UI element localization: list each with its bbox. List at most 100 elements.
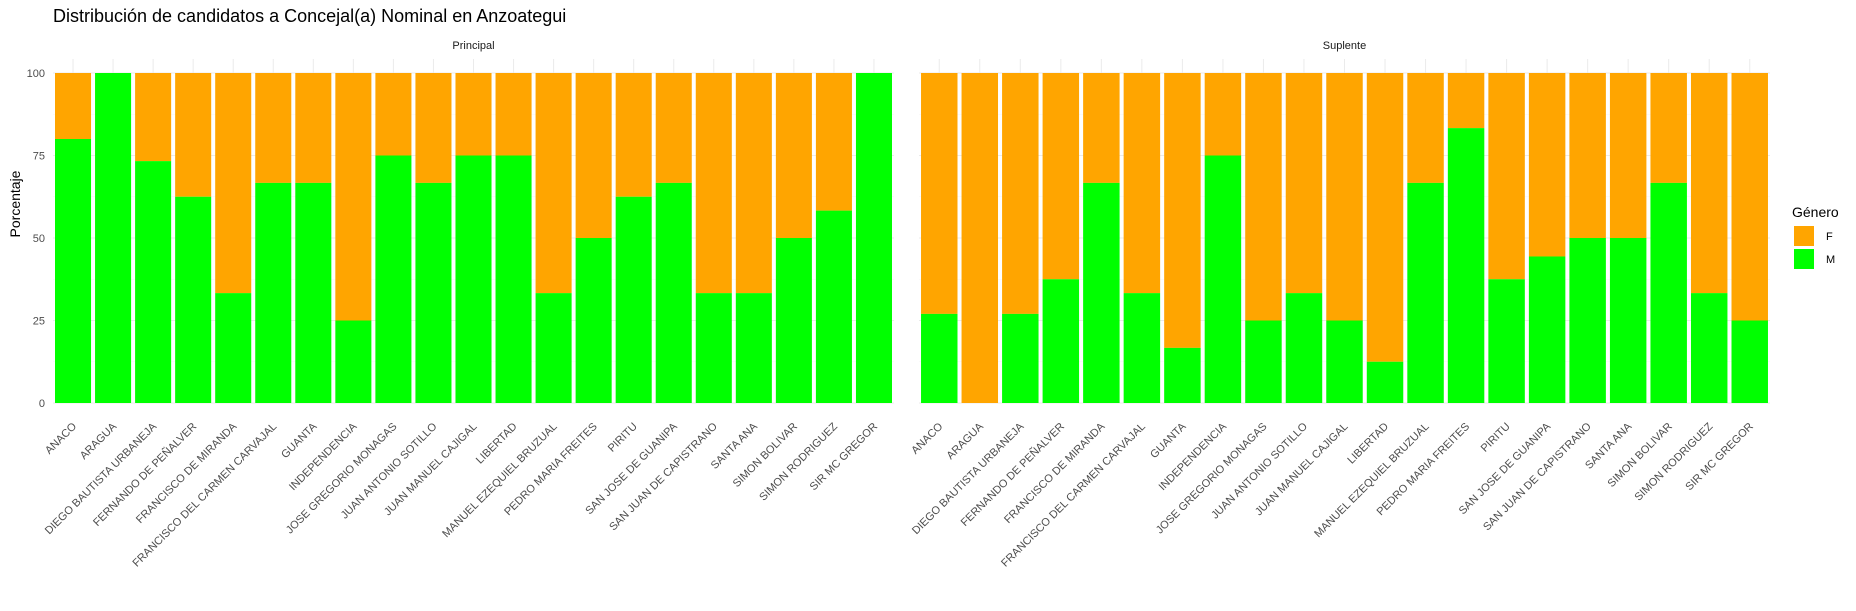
bar-f-independencia	[335, 73, 372, 321]
bar-m-francisco-del-carmen-carvajal	[1123, 293, 1161, 403]
x-tick-label: GUANTA	[1148, 420, 1189, 461]
bar-m-simon-bolivar	[1650, 182, 1687, 403]
legend-title: Género	[1792, 204, 1839, 220]
bar-f-francisco-del-carmen-carvajal	[255, 73, 292, 183]
x-tick-label: SIR MC GREGOR	[808, 421, 880, 493]
x-tick-label: PIRITU	[606, 421, 640, 455]
bar-m-simon-bolivar	[775, 238, 812, 403]
bar-f-pedro-maria-freites	[1447, 73, 1485, 129]
bar-m-sir-mc-gregor	[855, 73, 892, 403]
bar-m-sir-mc-gregor	[1731, 320, 1768, 403]
bar-f-libertad	[495, 73, 532, 156]
y-tick-label: 100	[27, 68, 45, 80]
legend: Género FM	[1792, 204, 1839, 269]
bar-f-juan-manuel-cajigal	[455, 73, 492, 156]
bar-f-guanta	[295, 73, 332, 183]
bar-m-juan-manuel-cajigal	[1326, 320, 1363, 403]
bar-m-libertad	[495, 155, 532, 403]
y-tick-label: 75	[33, 151, 45, 163]
bar-m-santa-ana	[735, 293, 772, 403]
bar-f-piritu	[1488, 73, 1525, 280]
bar-m-jose-gregorio-monagas	[1245, 320, 1282, 403]
bar-f-francisco-de-miranda	[215, 73, 252, 294]
bar-f-libertad	[1366, 73, 1404, 362]
bar-m-guanta	[295, 182, 332, 403]
bar-m-guanta	[1164, 347, 1201, 403]
bar-m-manuel-ezequiel-bruzual	[535, 293, 572, 403]
x-tick-label: SIMON RODRIGUEZ	[757, 420, 840, 503]
bar-f-san-jose-de-guanipa	[1528, 73, 1566, 257]
bar-f-francisco-del-carmen-carvajal	[1123, 73, 1161, 294]
x-tick-label: ANACO	[909, 420, 945, 456]
bar-m-francisco-de-miranda	[1083, 182, 1120, 403]
bar-f-anaco	[55, 73, 92, 139]
x-tick-label: ARAGUA	[78, 420, 120, 462]
bar-m-pedro-maria-freites	[1447, 128, 1485, 404]
bar-f-manuel-ezequiel-bruzual	[535, 73, 572, 294]
x-tick-label: ARAGUA	[945, 420, 987, 462]
bar-m-juan-manuel-cajigal	[455, 155, 492, 403]
bar-f-simon-bolivar	[775, 73, 812, 238]
bar-m-san-jose-de-guanipa	[655, 182, 692, 403]
bar-f-juan-manuel-cajigal	[1326, 73, 1363, 321]
bar-f-independencia	[1204, 73, 1242, 156]
bar-f-anaco	[921, 73, 958, 314]
bar-f-manuel-ezequiel-bruzual	[1407, 73, 1444, 183]
bar-m-pedro-maria-freites	[575, 238, 612, 403]
bar-f-simon-rodriguez	[1690, 73, 1728, 294]
legend-key-f	[1794, 226, 1814, 246]
facet-strip-label: Principal	[452, 40, 494, 52]
bar-m-anaco	[921, 313, 958, 403]
bar-m-piritu	[615, 196, 652, 403]
bar-m-fernando-de-pe-alver	[1042, 279, 1080, 403]
bar-m-simon-rodriguez	[815, 210, 852, 403]
bar-m-santa-ana	[1609, 238, 1647, 403]
legend-label-m: M	[1826, 254, 1835, 266]
bar-m-independencia	[335, 320, 372, 403]
x-tick-label: SIMON RODRIGUEZ	[1633, 420, 1716, 503]
bar-f-san-juan-de-capistrano	[695, 73, 732, 294]
facet-strip-label: Suplente	[1323, 40, 1366, 52]
bar-m-francisco-de-miranda	[215, 293, 252, 403]
chart-title: Distribución de candidatos a Concejal(a)…	[53, 6, 566, 26]
legend-label-f: F	[1826, 231, 1833, 243]
x-tick-label: SIR MC GREGOR	[1683, 421, 1755, 493]
bar-f-diego-bautista-urbaneja	[135, 73, 172, 162]
y-axis-title: Porcentaje	[7, 170, 23, 237]
y-tick-label: 25	[33, 316, 45, 328]
bar-m-piritu	[1488, 279, 1525, 403]
x-tick-label: ANACO	[43, 420, 79, 456]
bar-f-fernando-de-pe-alver	[175, 73, 212, 197]
bar-f-san-jose-de-guanipa	[655, 73, 692, 183]
bar-f-francisco-de-miranda	[1083, 73, 1120, 183]
legend-items: FM	[1794, 226, 1835, 269]
legend-key-m	[1794, 249, 1814, 269]
y-tick-label: 50	[33, 233, 45, 245]
bar-f-santa-ana	[735, 73, 772, 294]
y-tick-label: 0	[39, 398, 45, 410]
x-tick-label: INDEPENDENCIA	[287, 420, 360, 493]
bar-m-san-juan-de-capistrano	[695, 293, 732, 403]
bar-m-juan-antonio-sotillo	[415, 182, 452, 403]
bar-m-diego-bautista-urbaneja	[1002, 313, 1039, 403]
bar-f-pedro-maria-freites	[575, 73, 612, 238]
bar-f-simon-rodriguez	[815, 73, 852, 211]
x-tick-label: PIRITU	[1479, 421, 1513, 455]
bar-m-independencia	[1204, 155, 1242, 403]
bar-f-sir-mc-gregor	[1731, 73, 1768, 321]
bar-f-fernando-de-pe-alver	[1042, 73, 1080, 280]
bar-f-jose-gregorio-monagas	[375, 73, 412, 156]
bar-m-manuel-ezequiel-bruzual	[1407, 182, 1444, 403]
x-tick-label: GUANTA	[279, 420, 320, 461]
bar-m-juan-antonio-sotillo	[1285, 293, 1323, 403]
bar-f-simon-bolivar	[1650, 73, 1687, 183]
bar-f-jose-gregorio-monagas	[1245, 73, 1282, 321]
bar-f-san-juan-de-capistrano	[1569, 73, 1606, 238]
bar-m-simon-rodriguez	[1690, 293, 1728, 403]
bar-f-juan-antonio-sotillo	[415, 73, 452, 183]
bar-m-fernando-de-pe-alver	[175, 196, 212, 403]
